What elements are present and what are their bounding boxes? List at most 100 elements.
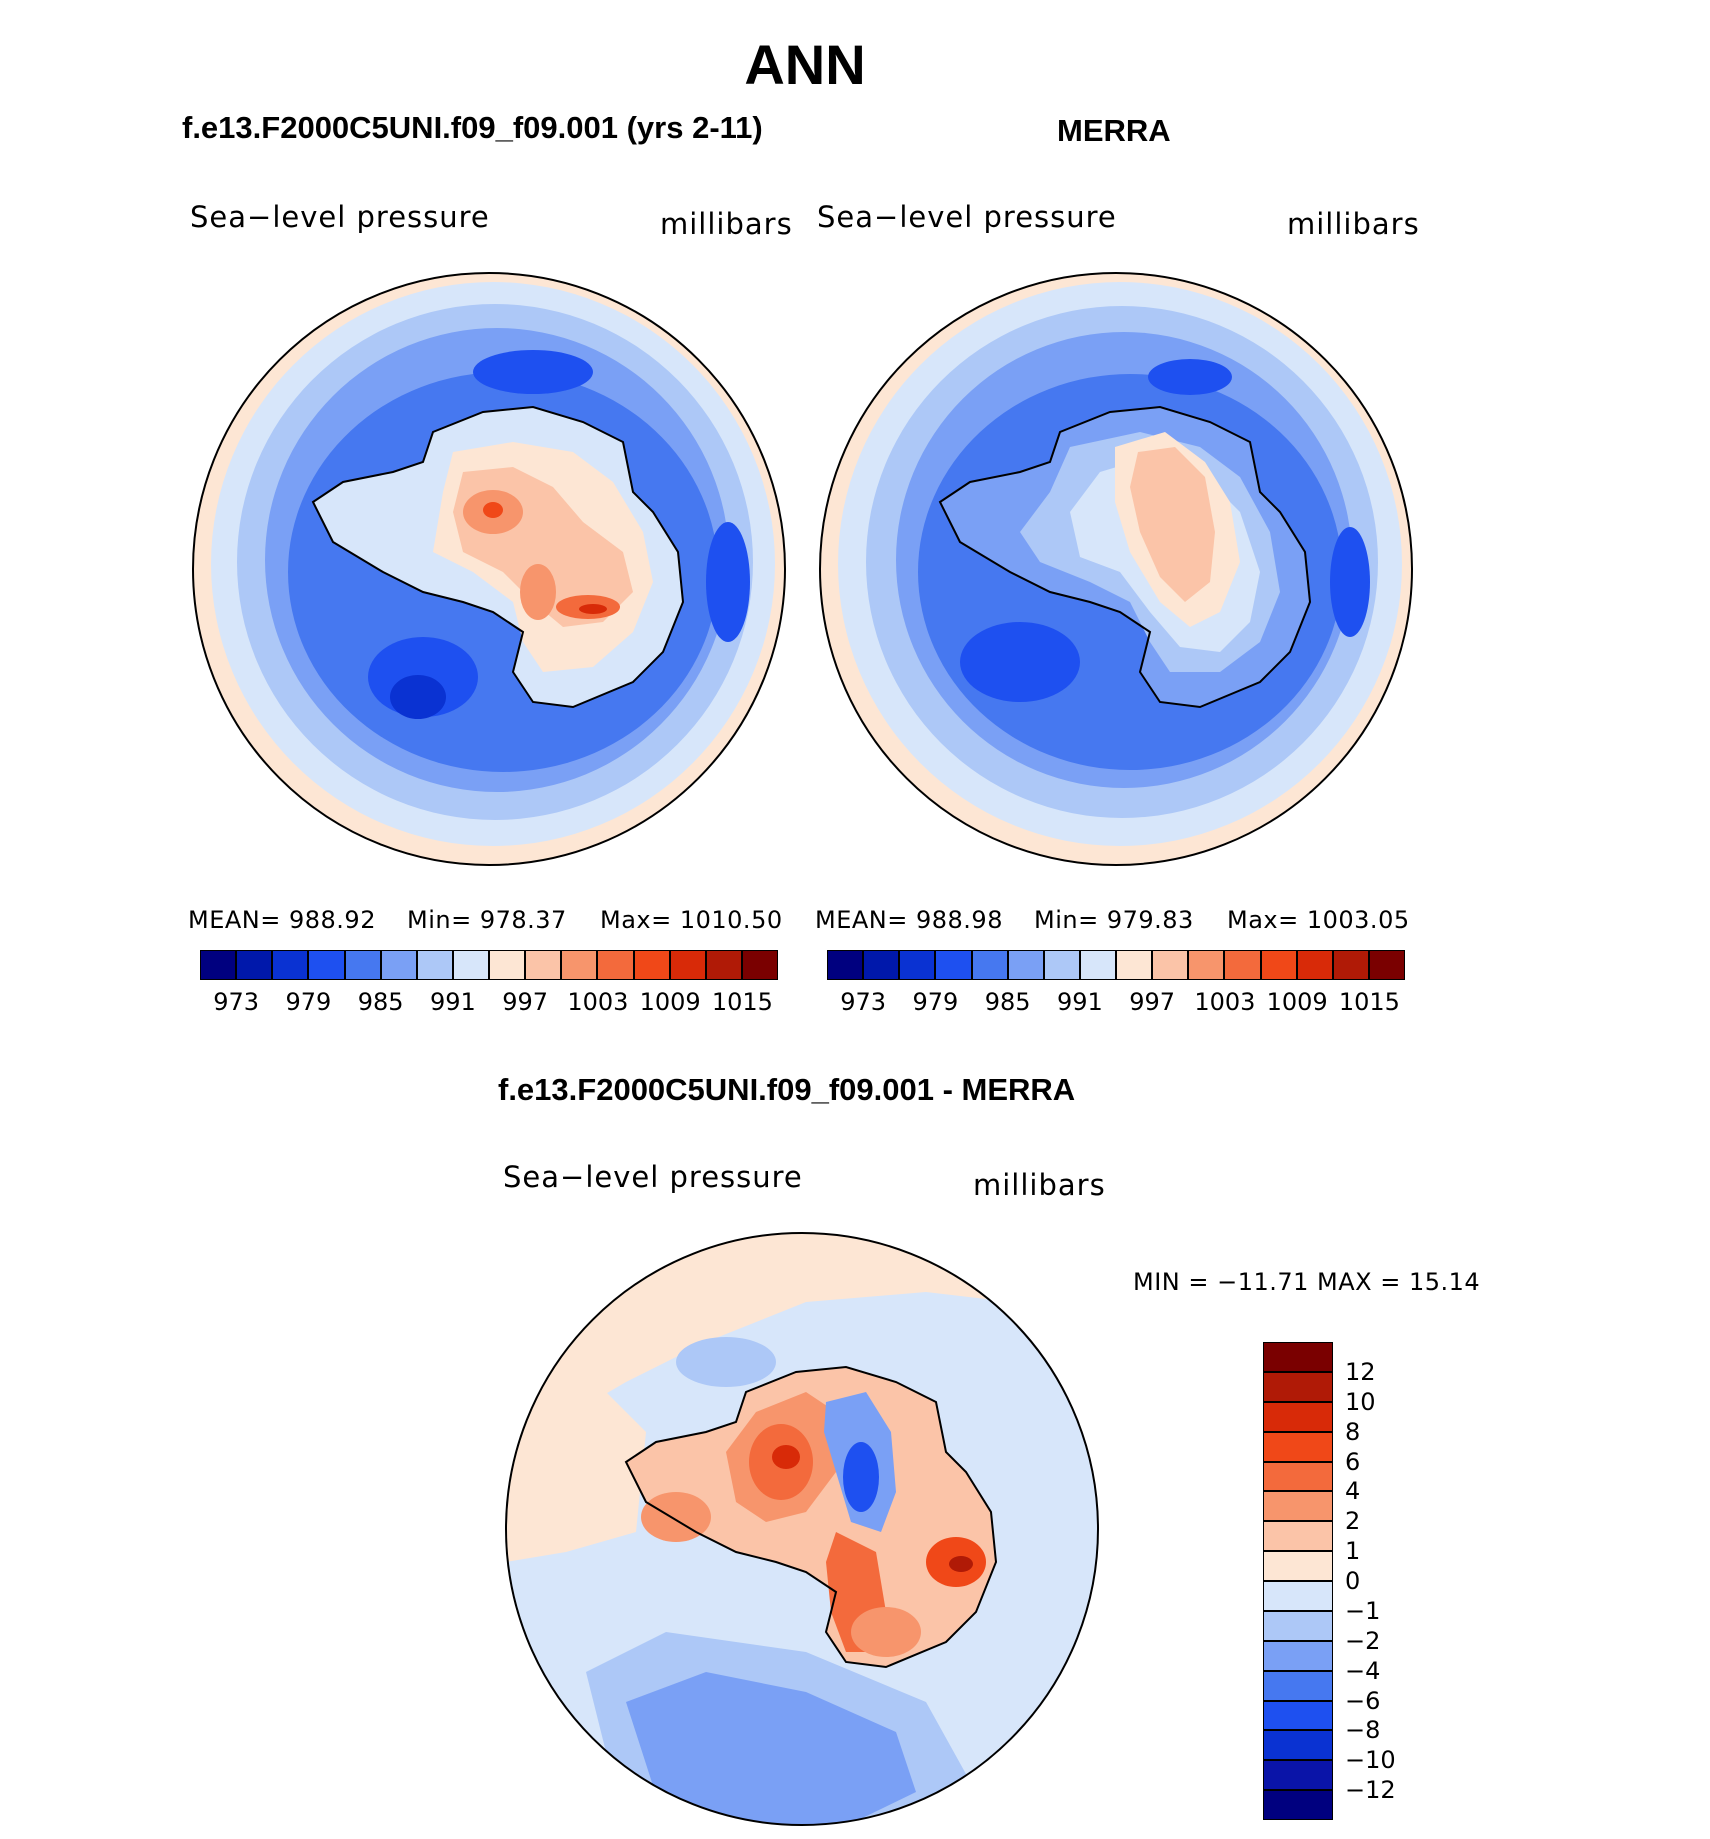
colorbar-tick-label: 991 [1056,988,1103,1016]
colorbar-tick-label: 1009 [1266,988,1328,1016]
colorbar-swatch [380,950,417,980]
colorbar-swatch [669,950,706,980]
colorbar-tick-label: 4 [1345,1477,1361,1506]
colorbar-swatch [899,950,936,980]
colorbar-swatch [1263,1431,1333,1462]
map-diff [505,1232,1099,1826]
colorbar-swatch [1263,1401,1333,1432]
colorbar-swatch [1263,1610,1333,1641]
colorbar-tick-label: 2 [1345,1507,1361,1536]
panel-2-field-label: Sea−level pressure [817,200,1117,234]
colorbar-swatch [1263,1521,1333,1552]
panel-2-max: Max= 1003.05 [1227,906,1410,934]
colorbar-swatch [741,950,778,980]
colorbar-tick-label: −12 [1345,1776,1396,1805]
panel-1-title: f.e13.F2000C5UNI.f09_f09.001 (yrs 2-11) [182,110,763,145]
panel-2-title: MERRA [1057,113,1171,148]
colorbar-tick-label: 979 [285,988,332,1016]
colorbar-tick-label: −1 [1345,1596,1381,1625]
colorbar-tick-label: −2 [1345,1626,1381,1655]
colorbar-swatch [1332,950,1369,980]
colorbar-tick-label: 997 [1129,988,1176,1016]
colorbar-tick-label: 10 [1345,1387,1376,1416]
colorbar-swatch [705,950,742,980]
colorbar-swatch [1263,1730,1333,1761]
colorbar-swatch [452,950,489,980]
colorbar-tick-label: 1003 [567,988,629,1016]
colorbar-swatch [1263,1760,1333,1791]
colorbar-swatch [1263,1461,1333,1492]
colorbar-swatch [525,950,562,980]
colorbar-panel-2 [827,950,1405,980]
colorbar-tick-label: 6 [1345,1447,1361,1476]
colorbar-panel-2-ticks: 973 979 985 991 997 1003 1009 1015 [827,988,1405,1018]
map-panel-2 [819,272,1413,866]
colorbar-tick-label: 973 [840,988,887,1016]
diff-field-label: Sea−level pressure [503,1160,803,1194]
diff-units-label: millibars [973,1168,1106,1202]
panel-2-min: Min= 979.83 [1034,906,1194,934]
colorbar-tick-label: 1015 [1338,988,1400,1016]
colorbar-swatch [1263,1371,1333,1402]
colorbar-swatch [1263,1581,1333,1611]
colorbar-swatch [863,950,900,980]
colorbar-swatch [489,950,526,980]
colorbar-swatch [1260,950,1297,980]
colorbar-tick-label: −4 [1345,1656,1381,1685]
panel-1-max: Max= 1010.50 [600,906,783,934]
colorbar-diff [1263,1342,1333,1820]
colorbar-tick-label: 8 [1345,1417,1361,1446]
colorbar-swatch [1263,1551,1333,1581]
colorbar-tick-label: 0 [1345,1567,1361,1595]
colorbar-swatch [1007,950,1044,980]
colorbar-swatch [561,950,598,980]
colorbar-swatch [935,950,972,980]
panel-1-min: Min= 978.37 [407,906,567,934]
colorbar-swatch [200,950,237,980]
colorbar-swatch [633,950,670,980]
colorbar-tick-label: −8 [1345,1716,1381,1745]
colorbar-tick-label: −10 [1345,1746,1396,1775]
figure-title: ANN [744,33,866,96]
colorbar-swatch [1263,1491,1333,1522]
colorbar-panel-1-ticks: 973 979 985 991 997 1003 1009 1015 [200,988,778,1018]
colorbar-swatch [1188,950,1225,980]
colorbar-swatch [1296,950,1333,980]
diff-title: f.e13.F2000C5UNI.f09_f09.001 - MERRA [498,1072,1076,1107]
colorbar-swatch [1263,1640,1333,1671]
colorbar-swatch [1224,950,1261,980]
colorbar-tick-label: 12 [1345,1357,1376,1386]
colorbar-tick-label: 997 [502,988,549,1016]
colorbar-swatch [308,950,345,980]
colorbar-swatch [1368,950,1405,980]
colorbar-tick-label: 985 [984,988,1031,1016]
colorbar-tick-label: 1 [1345,1537,1361,1566]
colorbar-swatch [1263,1700,1333,1731]
colorbar-swatch [1043,950,1080,980]
panel-1-field-label: Sea−level pressure [190,200,490,234]
colorbar-swatch [1263,1342,1333,1372]
colorbar-tick-label: 985 [357,988,404,1016]
colorbar-tick-label: 979 [912,988,959,1016]
diff-min-max: MIN = −11.71 MAX = 15.14 [1133,1268,1481,1296]
colorbar-swatch [1116,950,1153,980]
panel-1-units-label: millibars [660,207,793,241]
colorbar-diff-ticks: 12 10 8 6 4 2 1 0 −1 −2 −4 −6 −8 −10 −12 [1345,1342,1435,1820]
colorbar-swatch [1263,1670,1333,1701]
colorbar-panel-1 [200,950,778,980]
colorbar-tick-label: 1009 [639,988,701,1016]
colorbar-swatch [272,950,309,980]
panel-2-mean: MEAN= 988.98 [815,906,1003,934]
colorbar-tick-label: 1015 [711,988,773,1016]
colorbar-swatch [597,950,634,980]
colorbar-swatch [344,950,381,980]
colorbar-swatch [1263,1790,1333,1820]
map-panel-1 [192,272,786,866]
colorbar-swatch [1079,950,1116,980]
colorbar-swatch [971,950,1008,980]
colorbar-swatch [827,950,864,980]
colorbar-tick-label: 991 [429,988,476,1016]
colorbar-tick-label: 1003 [1194,988,1256,1016]
panel-2-units-label: millibars [1287,207,1420,241]
colorbar-tick-label: 973 [213,988,260,1016]
